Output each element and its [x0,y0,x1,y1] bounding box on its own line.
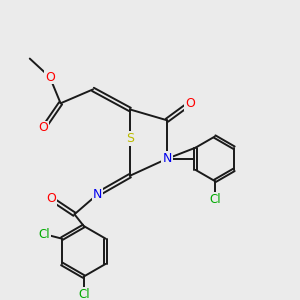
Text: O: O [46,192,56,206]
Text: N: N [162,152,172,165]
Text: O: O [39,122,49,134]
Text: Cl: Cl [78,288,89,300]
Text: Cl: Cl [209,193,220,206]
Text: N: N [93,188,102,201]
Text: Cl: Cl [38,227,50,241]
Text: O: O [185,97,195,110]
Text: S: S [126,132,134,145]
Text: O: O [45,70,55,84]
